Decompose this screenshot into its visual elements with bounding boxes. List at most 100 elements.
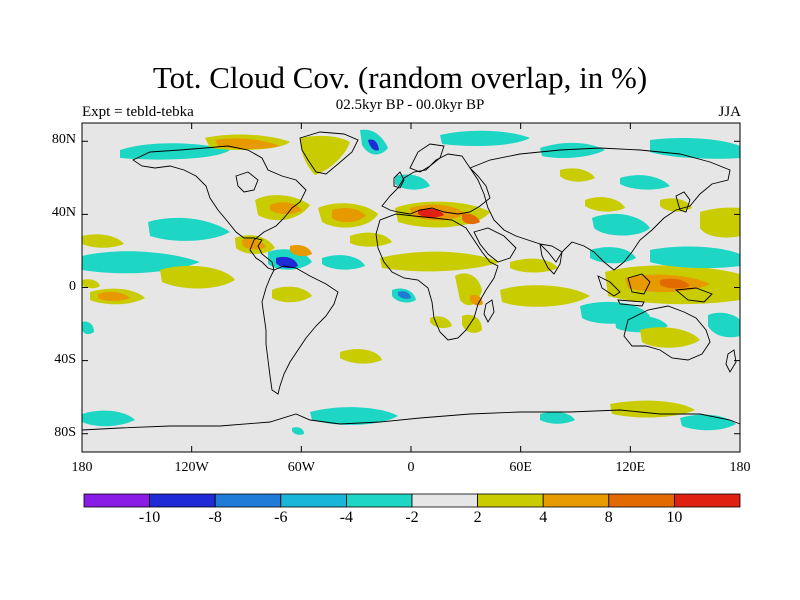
colorbar-tick-label: 2 bbox=[473, 509, 482, 526]
experiment-label: Expt = tebld-tebka bbox=[82, 104, 194, 120]
coastline-antarctica bbox=[81, 409, 741, 431]
colorbar-tick-label: -10 bbox=[138, 509, 161, 526]
colorbar-swatch bbox=[674, 493, 741, 508]
lat-label: 80N bbox=[51, 132, 76, 148]
coastline-north-america bbox=[132, 145, 307, 271]
season-label: JJA bbox=[718, 104, 741, 120]
anomaly-patch bbox=[610, 400, 695, 418]
colorbar-tick-label: 4 bbox=[539, 509, 548, 526]
anomaly-patch bbox=[82, 410, 135, 427]
anomaly-patch bbox=[700, 207, 740, 238]
anomaly-patch bbox=[650, 246, 740, 269]
anomaly-patch bbox=[300, 135, 350, 175]
anomaly-patch bbox=[272, 286, 312, 303]
coastline-greenland bbox=[299, 131, 359, 175]
coastline-arabia bbox=[473, 227, 517, 263]
lon-label: 60W bbox=[287, 460, 315, 475]
colorbar-swatch bbox=[411, 493, 478, 508]
anomaly-patch bbox=[380, 251, 500, 272]
latitude-ticks bbox=[82, 140, 740, 435]
colorbar-tick-label: 10 bbox=[666, 509, 683, 526]
lat-label: 80S bbox=[54, 424, 76, 440]
colorbar-swatch bbox=[345, 493, 413, 508]
anomaly-patch bbox=[708, 312, 740, 338]
lon-label: 120W bbox=[174, 460, 209, 475]
anomaly-patch bbox=[350, 232, 392, 247]
lon-label: 60E bbox=[509, 460, 532, 475]
anomaly-patch bbox=[340, 349, 382, 364]
lon-label: 120E bbox=[615, 460, 646, 475]
anomaly-patch bbox=[98, 291, 130, 301]
colorbar-swatch bbox=[477, 493, 544, 508]
colorbar-tick-label: -4 bbox=[339, 509, 354, 526]
anomaly-patch bbox=[82, 234, 124, 248]
coastline-sumatra bbox=[597, 275, 621, 297]
anomaly-patch bbox=[276, 256, 298, 269]
map-title: Tot. Cloud Cov. (random overlap, in %) bbox=[152, 60, 648, 95]
lat-label: 0 bbox=[69, 278, 76, 294]
anomaly-patch bbox=[160, 265, 235, 289]
colorbar-swatch bbox=[608, 493, 675, 508]
anomaly-patch bbox=[120, 143, 230, 160]
coastline-africa bbox=[375, 213, 499, 341]
coastline-british-isles bbox=[393, 171, 405, 189]
colorbar-swatch bbox=[83, 493, 150, 508]
anomaly-patch bbox=[585, 197, 625, 212]
coastline-india bbox=[539, 243, 563, 275]
colorbar-swatch bbox=[214, 493, 282, 508]
lon-label: 0 bbox=[407, 460, 415, 475]
coastline-new-guinea bbox=[674, 287, 713, 303]
coastline-asia bbox=[469, 147, 731, 271]
anomaly-patch bbox=[82, 321, 94, 335]
anomaly-patch bbox=[148, 217, 230, 241]
anomaly-patch bbox=[510, 258, 558, 273]
coastline-japan bbox=[675, 191, 691, 213]
anomaly-patch bbox=[270, 202, 302, 215]
map-subtitle: 02.5kyr BP - 00.0kyr BP bbox=[335, 97, 485, 113]
colorbar-swatch bbox=[542, 493, 610, 508]
colorbar bbox=[83, 493, 741, 508]
coastline-java bbox=[617, 299, 645, 307]
anomaly-patch bbox=[560, 168, 595, 182]
coastline-borneo bbox=[627, 273, 651, 295]
longitude-ticks bbox=[81, 123, 741, 452]
anomaly-patch bbox=[398, 291, 411, 299]
anomaly-patch bbox=[292, 427, 304, 435]
anomaly-patch bbox=[540, 142, 605, 158]
anomaly-patch bbox=[322, 255, 365, 270]
colorbar-swatch bbox=[280, 493, 347, 508]
coastline-new-zealand bbox=[725, 349, 737, 373]
lat-label: 40N bbox=[51, 205, 76, 221]
anomaly-patch bbox=[470, 294, 483, 306]
anomaly-patch bbox=[368, 139, 379, 151]
colorbar-tick-label: -8 bbox=[208, 509, 222, 526]
anomaly-patch bbox=[540, 412, 575, 424]
coastline-south-america bbox=[261, 265, 339, 395]
anomaly-patch bbox=[310, 407, 398, 425]
colorbar-swatch bbox=[149, 493, 216, 508]
anomaly-patch bbox=[82, 279, 100, 289]
lon-label: 180 bbox=[71, 460, 93, 475]
anomaly-patch bbox=[660, 278, 690, 289]
anomaly-patch bbox=[332, 208, 366, 223]
anomaly-patch bbox=[620, 175, 670, 190]
colorbar-tick-label: -6 bbox=[274, 509, 288, 526]
anomaly-patch bbox=[430, 316, 452, 329]
anomaly-patch bbox=[290, 244, 312, 257]
anomaly-patch bbox=[242, 238, 266, 250]
anomaly-patch bbox=[440, 130, 530, 146]
coastline-scandinavia bbox=[409, 143, 445, 173]
lon-label: 180 bbox=[729, 460, 751, 475]
anomaly-patch bbox=[660, 198, 692, 212]
coastlines bbox=[81, 131, 741, 431]
anomaly-patch bbox=[500, 285, 590, 307]
anomaly-patch bbox=[462, 213, 480, 225]
coastline-australia bbox=[623, 305, 711, 361]
colorbar-tick-label: -2 bbox=[405, 509, 419, 526]
coastline-madagascar bbox=[483, 299, 495, 323]
coastline-hudson-bay bbox=[235, 171, 259, 193]
anomaly-patch bbox=[592, 213, 650, 236]
anomaly-patch bbox=[418, 208, 444, 218]
lat-label: 40S bbox=[54, 351, 76, 367]
